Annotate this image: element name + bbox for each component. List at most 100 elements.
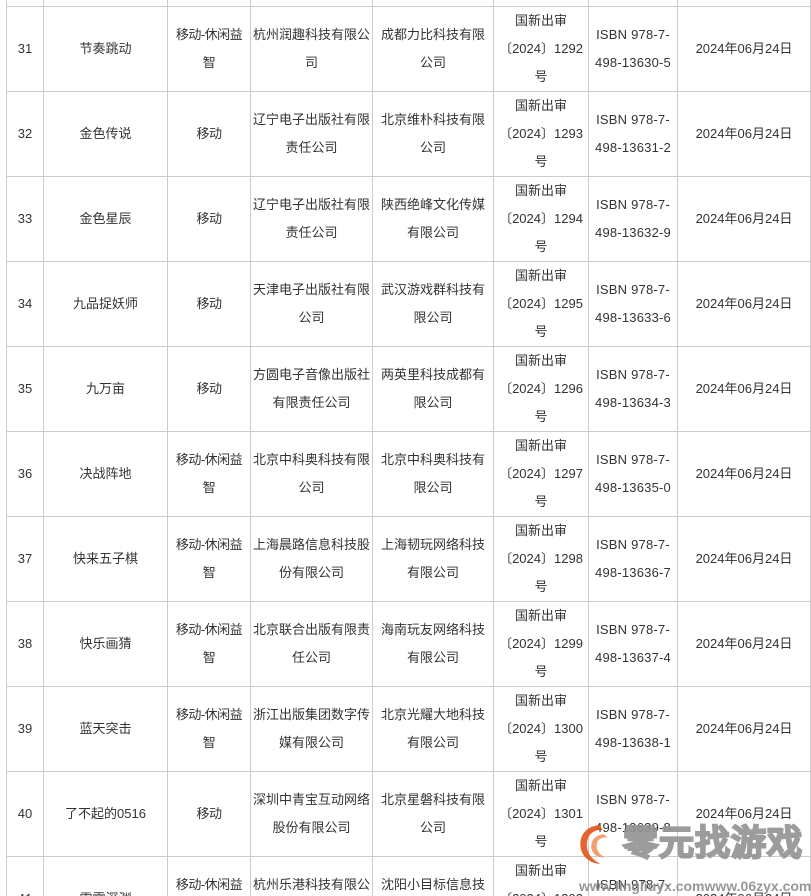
cell-index: 32 (6, 91, 44, 177)
cell-publisher: 上海晨路信息科技股份有限公司 (250, 516, 373, 602)
cell-date: 2024年06月24日 (677, 176, 811, 262)
table-row: 41 雷霆深渊 移动-休闲益智 杭州乐港科技有限公司 沈阳小目标信息技术有限公司… (6, 856, 811, 896)
cell-index: 37 (6, 516, 44, 602)
cell-game-name: 快乐画猜 (43, 601, 168, 687)
cell-operator: 北京维朴科技有限公司 (372, 91, 494, 177)
cell-game-name: 九品捉妖师 (43, 261, 168, 347)
cell-category: 移动 (167, 176, 251, 262)
cell-category: 移动-休闲益智 (167, 686, 251, 772)
cell-isbn: ISBN 978-7- 498-13640-4 (588, 856, 678, 896)
cell-operator: 武汉游戏群科技有限公司 (372, 261, 494, 347)
cell-category: 移动-休闲益智 (167, 856, 251, 896)
cell-index: 38 (6, 601, 44, 687)
cell-approval-number: 国新出审 〔2024〕1296 号 (493, 346, 589, 432)
cell-index: 39 (6, 686, 44, 772)
cell-category: 移动-休闲益智 (167, 601, 251, 687)
cell-approval-number: 国新出审 〔2024〕1302 号 (493, 856, 589, 896)
table-row: 39 蓝天突击 移动-休闲益智 浙江出版集团数字传媒有限公司 北京光耀大地科技有… (6, 686, 811, 772)
cell-operator: 上海韧玩网络科技有限公司 (372, 516, 494, 602)
cell-operator: 北京星磐科技有限公司 (372, 771, 494, 857)
cell-publisher: 天津电子出版社有限公司 (250, 261, 373, 347)
cell-approval-number: 国新出审 〔2024〕1301 号 (493, 771, 589, 857)
cell-date: 2024年06月24日 (677, 6, 811, 92)
cell-approval-number: 国新出审 〔2024〕1298 号 (493, 516, 589, 602)
cell-game-name: 了不起的0516 (43, 771, 168, 857)
cell-index: 41 (6, 856, 44, 896)
cell-game-name: 九万亩 (43, 346, 168, 432)
cell-publisher: 浙江出版集团数字传媒有限公司 (250, 686, 373, 772)
cell-approval-number: 国新出审 〔2024〕1295 号 (493, 261, 589, 347)
table-row: 35 九万亩 移动 方圆电子音像出版社有限责任公司 两英里科技成都有限公司 国新… (6, 346, 811, 432)
cell-date: 2024年06月24日 (677, 856, 811, 896)
table-row: 36 决战阵地 移动-休闲益智 北京中科奥科技有限公司 北京中科奥科技有限公司 … (6, 431, 811, 517)
table-row: 33 金色星辰 移动 辽宁电子出版社有限责任公司 陕西绝峰文化传媒有限公司 国新… (6, 176, 811, 262)
cell-game-name: 金色传说 (43, 91, 168, 177)
cell-date: 2024年06月24日 (677, 601, 811, 687)
cell-game-name: 雷霆深渊 (43, 856, 168, 896)
cell-index: 33 (6, 176, 44, 262)
cell-game-name: 决战阵地 (43, 431, 168, 517)
cell-date: 2024年06月24日 (677, 686, 811, 772)
cell-operator: 沈阳小目标信息技术有限公司 (372, 856, 494, 896)
cell-index: 31 (6, 6, 44, 92)
cell-isbn: ISBN 978-7- 498-13635-0 (588, 431, 678, 517)
table-row: 40 了不起的0516 移动 深圳中青宝互动网络股份有限公司 北京星磐科技有限公… (6, 771, 811, 857)
cell-category: 移动 (167, 346, 251, 432)
cell-approval-number: 国新出审 〔2024〕1297 号 (493, 431, 589, 517)
cell-category: 移动-休闲益智 (167, 431, 251, 517)
cell-date: 2024年06月24日 (677, 261, 811, 347)
cell-publisher: 方圆电子音像出版社有限责任公司 (250, 346, 373, 432)
cell-isbn: ISBN 978-7- 498-13633-6 (588, 261, 678, 347)
cell-category: 移动 (167, 771, 251, 857)
cell-category: 移动-休闲益智 (167, 6, 251, 92)
table-row: 37 快来五子棋 移动-休闲益智 上海晨路信息科技股份有限公司 上海韧玩网络科技… (6, 516, 811, 602)
cell-index: 34 (6, 261, 44, 347)
table-row: 38 快乐画猜 移动-休闲益智 北京联合出版有限责任公司 海南玩友网络科技有限公… (6, 601, 811, 687)
cell-index: 40 (6, 771, 44, 857)
cell-publisher: 辽宁电子出版社有限责任公司 (250, 176, 373, 262)
cell-operator: 陕西绝峰文化传媒有限公司 (372, 176, 494, 262)
cell-index: 36 (6, 431, 44, 517)
table-row: 31 节奏跳动 移动-休闲益智 杭州润趣科技有限公司 成都力比科技有限公司 国新… (6, 6, 811, 92)
cell-operator: 成都力比科技有限公司 (372, 6, 494, 92)
table-row: 34 九品捉妖师 移动 天津电子出版社有限公司 武汉游戏群科技有限公司 国新出审… (6, 261, 811, 347)
cell-index: 35 (6, 346, 44, 432)
cell-isbn: ISBN 978-7- 498-13638-1 (588, 686, 678, 772)
cell-date: 2024年06月24日 (677, 346, 811, 432)
cell-category: 移动 (167, 91, 251, 177)
cell-isbn: ISBN 978-7- 498-13637-4 (588, 601, 678, 687)
cell-publisher: 辽宁电子出版社有限责任公司 (250, 91, 373, 177)
cell-isbn: ISBN 978-7- 498-13630-5 (588, 6, 678, 92)
cell-approval-number: 国新出审 〔2024〕1299 号 (493, 601, 589, 687)
cell-isbn: ISBN 978-7- 498-13639-8 (588, 771, 678, 857)
cell-game-name: 节奏跳动 (43, 6, 168, 92)
game-approval-table: 31 节奏跳动 移动-休闲益智 杭州润趣科技有限公司 成都力比科技有限公司 国新… (6, 0, 811, 896)
cell-approval-number: 国新出审 〔2024〕1292 号 (493, 6, 589, 92)
cell-date: 2024年06月24日 (677, 771, 811, 857)
cell-publisher: 杭州乐港科技有限公司 (250, 856, 373, 896)
cell-category: 移动-休闲益智 (167, 516, 251, 602)
cell-publisher: 北京中科奥科技有限公司 (250, 431, 373, 517)
cell-publisher: 北京联合出版有限责任公司 (250, 601, 373, 687)
cell-operator: 海南玩友网络科技有限公司 (372, 601, 494, 687)
cell-date: 2024年06月24日 (677, 431, 811, 517)
cell-publisher: 杭州润趣科技有限公司 (250, 6, 373, 92)
cell-isbn: ISBN 978-7- 498-13631-2 (588, 91, 678, 177)
cell-publisher: 深圳中青宝互动网络股份有限公司 (250, 771, 373, 857)
cell-isbn: ISBN 978-7- 498-13634-3 (588, 346, 678, 432)
cell-game-name: 金色星辰 (43, 176, 168, 262)
table-row: 32 金色传说 移动 辽宁电子出版社有限责任公司 北京维朴科技有限公司 国新出审… (6, 91, 811, 177)
cell-approval-number: 国新出审 〔2024〕1300 号 (493, 686, 589, 772)
cell-approval-number: 国新出审 〔2024〕1294 号 (493, 176, 589, 262)
cell-isbn: ISBN 978-7- 498-13632-9 (588, 176, 678, 262)
cell-approval-number: 国新出审 〔2024〕1293 号 (493, 91, 589, 177)
cell-operator: 北京光耀大地科技有限公司 (372, 686, 494, 772)
cell-category: 移动 (167, 261, 251, 347)
cell-operator: 两英里科技成都有限公司 (372, 346, 494, 432)
cell-game-name: 快来五子棋 (43, 516, 168, 602)
cell-date: 2024年06月24日 (677, 516, 811, 602)
cell-date: 2024年06月24日 (677, 91, 811, 177)
cell-isbn: ISBN 978-7- 498-13636-7 (588, 516, 678, 602)
cell-game-name: 蓝天突击 (43, 686, 168, 772)
